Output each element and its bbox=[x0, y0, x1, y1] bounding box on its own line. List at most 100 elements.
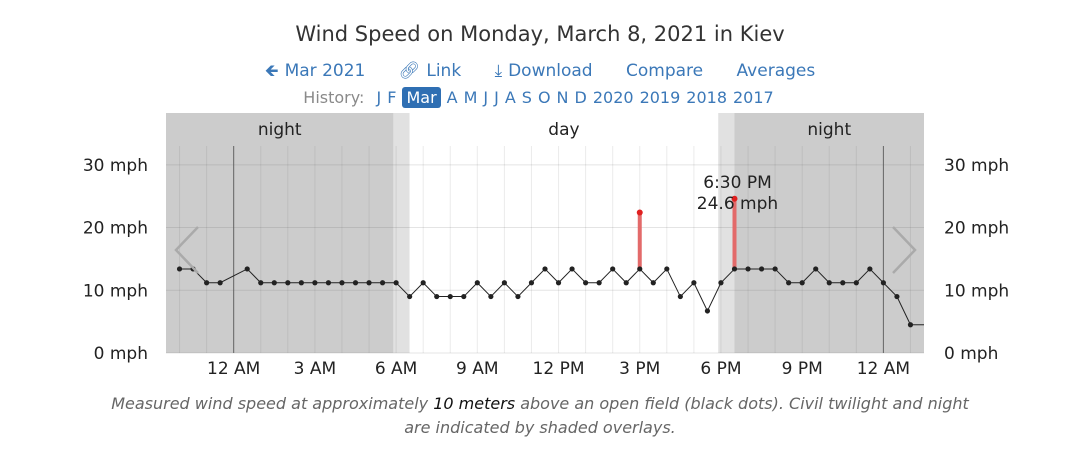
x-tick-label: 6 AM bbox=[375, 359, 418, 379]
history-item-o-9[interactable]: O bbox=[537, 88, 551, 107]
wind-speed-point bbox=[555, 280, 562, 286]
band-twilight-3 bbox=[718, 113, 735, 353]
wind-speed-point bbox=[650, 280, 656, 286]
wind-speed-point bbox=[258, 280, 264, 286]
y-tick-label-right: 10 mph bbox=[944, 281, 1009, 301]
band-label-night-0: night bbox=[258, 120, 302, 140]
history-item-mar-2[interactable]: Mar bbox=[402, 87, 441, 108]
wind-speed-point bbox=[894, 293, 900, 300]
x-tick-label: 3 AM bbox=[294, 359, 337, 379]
history-item-2017[interactable]: 2017 bbox=[733, 88, 774, 107]
wind-speed-point bbox=[758, 266, 765, 272]
x-tick-label: 12 AM bbox=[857, 359, 910, 379]
wind-speed-point bbox=[474, 280, 480, 286]
tooltip-time: 6:30 PM bbox=[703, 173, 772, 193]
wind-speed-point bbox=[366, 280, 372, 286]
y-tick-label-right: 0 mph bbox=[944, 344, 998, 364]
wind-chart: night day night 0 mph 0 mph 10 mph 10 mph 20 mp… bbox=[83, 113, 1009, 379]
wind-speed-point bbox=[623, 280, 629, 286]
history-item-n-10[interactable]: N bbox=[556, 88, 569, 107]
x-tick-label: 12 AM bbox=[207, 359, 260, 379]
wind-speed-point bbox=[731, 266, 738, 272]
wind-speed-point bbox=[176, 266, 183, 272]
wind-speed-point bbox=[325, 280, 332, 286]
wind-speed-point bbox=[501, 280, 507, 286]
wind-speed-point bbox=[583, 280, 589, 286]
wind-speed-point bbox=[434, 293, 440, 300]
history-item-f-1[interactable]: F bbox=[387, 88, 397, 107]
y-tick-label-left: 0 mph bbox=[94, 344, 148, 364]
history-item-j-6[interactable]: J bbox=[494, 88, 499, 107]
wind-speed-point bbox=[691, 280, 697, 286]
history-item-a-3[interactable]: A bbox=[446, 88, 458, 107]
chevron-left-icon[interactable] bbox=[174, 226, 199, 274]
x-tick-label: 9 AM bbox=[456, 359, 499, 379]
wind-speed-point bbox=[704, 308, 711, 314]
prev-month-link[interactable]: 🡸 Mar 2021 bbox=[265, 58, 366, 87]
caption-highlight: 10 meters bbox=[433, 394, 516, 413]
y-tick-label-left: 30 mph bbox=[83, 156, 148, 176]
wind-speed-point bbox=[880, 280, 886, 286]
history-item-j-0[interactable]: J bbox=[376, 88, 382, 107]
nav-row: 🡸 Mar 2021 🔗︎ Link ⤓ Download Compare Avera… bbox=[0, 58, 1080, 87]
wind-speed-point bbox=[515, 293, 521, 300]
history-item-2019[interactable]: 2019 bbox=[639, 88, 681, 107]
link-icon: 🔗︎ bbox=[398, 61, 421, 81]
wind-speed-point bbox=[772, 266, 778, 272]
chevron-right-icon[interactable] bbox=[892, 226, 917, 274]
x-tick-label: 6 PM bbox=[700, 359, 741, 379]
wind-speed-point bbox=[488, 293, 494, 300]
wind-speed-point bbox=[285, 280, 291, 286]
x-tick-label: 3 PM bbox=[619, 359, 660, 379]
wind-speed-point bbox=[407, 293, 413, 300]
history-item-d-11[interactable]: D bbox=[574, 88, 587, 107]
band-label-day-2: day bbox=[548, 120, 579, 140]
download-icon: ⤓ bbox=[494, 61, 503, 81]
wind-speed-point bbox=[542, 266, 548, 272]
wind-speed-point bbox=[826, 280, 832, 286]
wind-speed-point bbox=[204, 280, 210, 286]
wind-speed-point bbox=[799, 280, 805, 286]
history-item-s-8[interactable]: S bbox=[521, 88, 532, 107]
history-item-j-5[interactable]: J bbox=[483, 88, 489, 107]
wind-speed-point bbox=[352, 280, 359, 286]
wind-speed-point bbox=[569, 266, 575, 272]
compare-link[interactable]: Compare bbox=[626, 61, 704, 81]
history-item-2020[interactable]: 2020 bbox=[592, 88, 634, 107]
wind-speed-point bbox=[339, 280, 345, 286]
tooltip-value: 24.6 mph bbox=[697, 194, 778, 214]
wind-speed-point bbox=[677, 293, 683, 300]
wind-speed-point bbox=[393, 280, 399, 286]
history-row: History: J F Mar A M J J A S O N D 2020 2019 2018 2017 bbox=[0, 87, 1080, 108]
history-item-2018[interactable]: 2018 bbox=[686, 88, 727, 107]
download-link[interactable]: ⤓ Download bbox=[494, 61, 593, 81]
chart-title: Wind Speed on Monday, March 8, 2021 in K… bbox=[295, 22, 785, 46]
wind-speed-point bbox=[447, 293, 453, 300]
band-night-0 bbox=[166, 113, 394, 353]
band-day-2 bbox=[409, 113, 719, 353]
x-tick-label: 12 PM bbox=[533, 359, 585, 379]
wind-speed-point bbox=[867, 266, 873, 272]
wind-speed-point bbox=[298, 280, 304, 286]
arrow-left-icon: 🡸 bbox=[264, 61, 279, 81]
chart-caption: Measured wind speed at approximately 10 … bbox=[111, 394, 969, 437]
wind-speed-point bbox=[271, 280, 277, 286]
y-tick-label-left: 20 mph bbox=[83, 219, 148, 239]
y-tick-label-right: 30 mph bbox=[944, 156, 1009, 176]
band-night-4 bbox=[734, 113, 924, 353]
wind-speed-point bbox=[853, 280, 859, 286]
history-item-a-7[interactable]: A bbox=[504, 88, 516, 107]
wind-speed-point bbox=[637, 266, 643, 272]
history-label: History: bbox=[303, 88, 365, 107]
wind-speed-point bbox=[745, 266, 751, 272]
x-tick-label: 9 PM bbox=[782, 359, 823, 379]
wind-speed-point bbox=[596, 280, 602, 286]
history-item-m-4[interactable]: M bbox=[463, 88, 478, 107]
wind-speed-point bbox=[786, 280, 792, 286]
permalink-link[interactable]: 🔗︎ Link bbox=[398, 61, 462, 81]
gust-point bbox=[731, 195, 738, 202]
wind-speed-point bbox=[379, 280, 386, 286]
wind-speed-point bbox=[461, 293, 467, 300]
averages-link[interactable]: Averages bbox=[736, 61, 816, 81]
wind-speed-point bbox=[244, 266, 250, 272]
